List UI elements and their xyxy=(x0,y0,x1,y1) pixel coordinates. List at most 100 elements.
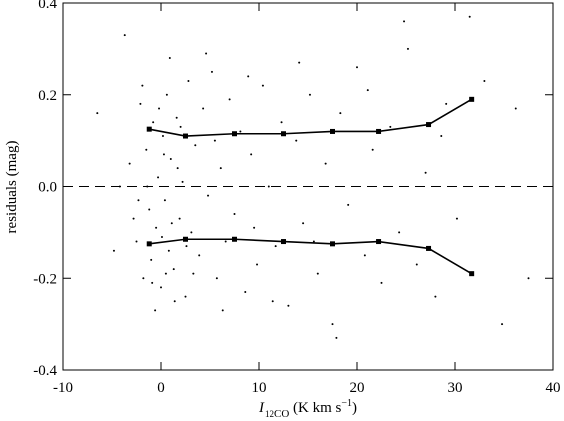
point xyxy=(167,249,170,252)
point xyxy=(135,240,138,243)
point xyxy=(239,130,242,133)
trend-marker xyxy=(232,131,237,137)
point xyxy=(219,167,222,170)
point xyxy=(198,254,201,257)
point xyxy=(207,194,210,197)
point xyxy=(184,295,187,298)
x-label-part: (K km s xyxy=(289,400,341,416)
x-tick-label: 20 xyxy=(350,380,365,396)
point xyxy=(267,185,270,188)
point xyxy=(250,153,253,156)
y-tick-label: -0.4 xyxy=(33,363,57,379)
point xyxy=(298,61,301,64)
trend-marker xyxy=(469,271,475,277)
point xyxy=(179,125,182,128)
trend-marker xyxy=(232,236,237,242)
point xyxy=(468,15,471,18)
point xyxy=(339,112,342,115)
point xyxy=(176,167,179,170)
x-tick-label: 30 xyxy=(448,380,463,396)
point xyxy=(424,171,427,174)
point xyxy=(324,162,327,165)
point xyxy=(163,199,166,202)
x-axis-label: I12CO (K km s−1) xyxy=(258,398,357,420)
point xyxy=(440,135,443,138)
point xyxy=(380,281,383,284)
point xyxy=(371,148,374,151)
point xyxy=(215,277,218,280)
point xyxy=(363,254,366,257)
point xyxy=(210,70,213,73)
point xyxy=(96,112,99,115)
point xyxy=(168,57,171,60)
point xyxy=(455,217,458,220)
trend-line xyxy=(149,98,473,137)
point xyxy=(389,125,392,128)
point xyxy=(356,66,358,69)
point xyxy=(187,79,190,82)
point xyxy=(501,323,504,326)
trend-marker xyxy=(469,96,475,102)
point xyxy=(190,231,193,234)
x-tick-label: 40 xyxy=(546,380,561,396)
point xyxy=(274,245,277,248)
point xyxy=(253,226,256,229)
point xyxy=(287,304,290,307)
point xyxy=(271,300,274,303)
point xyxy=(181,180,184,183)
trend-marker xyxy=(376,128,382,134)
point xyxy=(137,199,140,202)
point xyxy=(164,272,167,275)
point xyxy=(514,107,517,110)
point xyxy=(202,107,205,110)
point xyxy=(151,281,154,284)
point xyxy=(175,116,178,119)
point xyxy=(415,263,418,266)
point xyxy=(308,93,311,96)
point xyxy=(172,268,175,271)
trend-marker xyxy=(330,241,335,247)
point xyxy=(228,98,231,101)
point xyxy=(261,84,264,87)
point xyxy=(335,336,338,339)
point xyxy=(148,208,151,211)
point xyxy=(112,249,115,252)
point xyxy=(141,84,144,87)
x-tick-label: -10 xyxy=(53,380,73,396)
trend-marker xyxy=(281,239,286,245)
point xyxy=(247,75,250,78)
point xyxy=(256,263,259,266)
point xyxy=(123,34,126,37)
point xyxy=(150,258,153,261)
trend-marker xyxy=(146,241,152,247)
point xyxy=(170,222,173,225)
point xyxy=(398,231,401,234)
point xyxy=(224,240,227,243)
point xyxy=(118,185,121,188)
point xyxy=(445,102,448,105)
trend-marker xyxy=(183,133,188,139)
y-tick-label: 0.4 xyxy=(38,0,57,12)
point xyxy=(154,309,157,312)
point xyxy=(194,144,197,147)
x-label-part: 12 xyxy=(265,409,274,419)
trend-marker xyxy=(426,122,432,128)
x-label-part: −1 xyxy=(341,398,352,409)
point xyxy=(406,47,409,50)
point xyxy=(302,222,305,225)
point xyxy=(132,217,135,220)
point xyxy=(347,203,350,206)
point xyxy=(527,277,530,280)
x-label-part: ) xyxy=(352,400,357,416)
point xyxy=(169,157,172,160)
point xyxy=(221,309,224,312)
point xyxy=(483,79,486,82)
point xyxy=(165,93,168,96)
point xyxy=(158,107,161,110)
point xyxy=(160,235,163,238)
point xyxy=(185,245,188,248)
point xyxy=(233,213,236,216)
point xyxy=(155,226,158,229)
